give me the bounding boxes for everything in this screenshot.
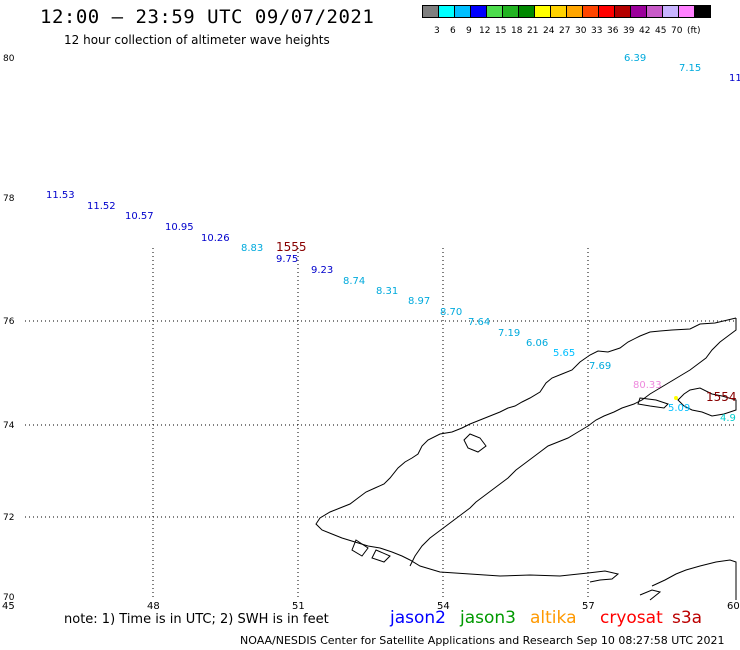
coastline-novaya-zemlya	[315, 317, 737, 601]
wave-height-label: 8.83	[241, 243, 263, 254]
wave-height-label: 5.65	[553, 348, 575, 359]
wave-height-label: 11.52	[87, 201, 116, 212]
lon-label: 54	[437, 601, 450, 612]
wave-height-label: 6.06	[526, 338, 548, 349]
lon-label: 57	[582, 601, 595, 612]
wave-height-label: 5.09	[668, 403, 690, 414]
wave-height-label: 10.26	[201, 233, 230, 244]
legend-jason2: jason2	[390, 608, 446, 628]
wave-height-label: 9.23	[311, 265, 333, 276]
map-subtitle: 12 hour collection of altimeter wave hei…	[64, 33, 330, 47]
wave-height-label: 11	[729, 73, 740, 84]
credit-line: NOAA/NESDIS Center for Satellite Applica…	[240, 634, 725, 647]
lon-label: 51	[292, 601, 305, 612]
lon-label: 45	[2, 601, 15, 612]
scale-label: 30	[575, 26, 587, 36]
wave-height-label: 8.74	[343, 276, 365, 287]
scale-label: 9	[466, 26, 472, 36]
wave-height-label: 8.70	[440, 307, 462, 318]
lat-label: 74	[3, 421, 15, 431]
scale-label: 18	[511, 26, 523, 36]
wave-height-label: 8.31	[376, 286, 398, 297]
scale-label: 6	[450, 26, 456, 36]
longitude-labels: 45 48 51 54 57 60	[2, 601, 740, 612]
scale-label: 33	[591, 26, 603, 36]
scale-label: 27	[559, 26, 571, 36]
scale-label: 45	[655, 26, 667, 36]
wave-height-label: 10.95	[165, 222, 194, 233]
graticule	[25, 248, 736, 600]
scale-label: 39	[623, 26, 635, 36]
scale-label: 12	[479, 26, 491, 36]
lat-label: 72	[3, 513, 14, 523]
wave-height-observations: 6.39 7.15 11 11.53 11.52 10.57 10.95 10.…	[46, 53, 740, 424]
lat-label: 70	[3, 593, 15, 603]
wave-height-label: 9.75	[276, 254, 298, 265]
wave-height-label: 10.57	[125, 211, 154, 222]
lat-label: 80	[3, 54, 15, 64]
altika-track-marker	[674, 396, 678, 400]
scale-label: 24	[543, 26, 555, 36]
scale-label: 36	[607, 26, 619, 36]
wave-height-label: 1555	[276, 240, 307, 254]
scale-label: 21	[527, 26, 539, 36]
wave-height-label: 7.19	[498, 328, 520, 339]
scale-label: 70	[671, 26, 683, 36]
legend-jason3: jason3	[460, 608, 516, 628]
scale-label: (ft)	[687, 26, 701, 36]
wave-height-label: 7.64	[468, 317, 490, 328]
footer-note: note: 1) Time is in UTC; 2) SWH is in fe…	[64, 612, 329, 627]
wave-height-label: 7.69	[589, 361, 611, 372]
wave-height-label: 4.9	[720, 413, 736, 424]
map-title: 12:00 – 23:59 UTC 09/07/2021	[40, 6, 375, 28]
wave-height-label: 7.15	[679, 63, 701, 74]
wave-height-color-scale: 3 6 9 12 15 18 21 24 27 30 33 36 39 42 45 70 (ft)	[422, 5, 711, 36]
lat-label: 78	[3, 194, 15, 204]
lon-label: 60	[727, 601, 740, 612]
legend-cryosat: cryosat	[600, 608, 663, 628]
lat-label: 76	[3, 317, 15, 327]
wave-height-label: 6.39	[624, 53, 646, 64]
latitude-labels: 80 78 76 74 72 70	[3, 54, 15, 603]
lon-label: 48	[147, 601, 160, 612]
scale-swatch	[694, 5, 711, 18]
legend-altika: altika	[530, 608, 577, 628]
scale-label: 3	[434, 26, 440, 36]
wave-height-label: 80.33	[633, 380, 662, 391]
legend-s3a: s3a	[672, 608, 703, 628]
wave-height-label: 11.53	[46, 190, 75, 201]
scale-label: 42	[639, 26, 651, 36]
scale-label: 15	[495, 26, 507, 36]
wave-height-label: 1554	[706, 390, 737, 404]
wave-height-label: 8.97	[408, 296, 430, 307]
